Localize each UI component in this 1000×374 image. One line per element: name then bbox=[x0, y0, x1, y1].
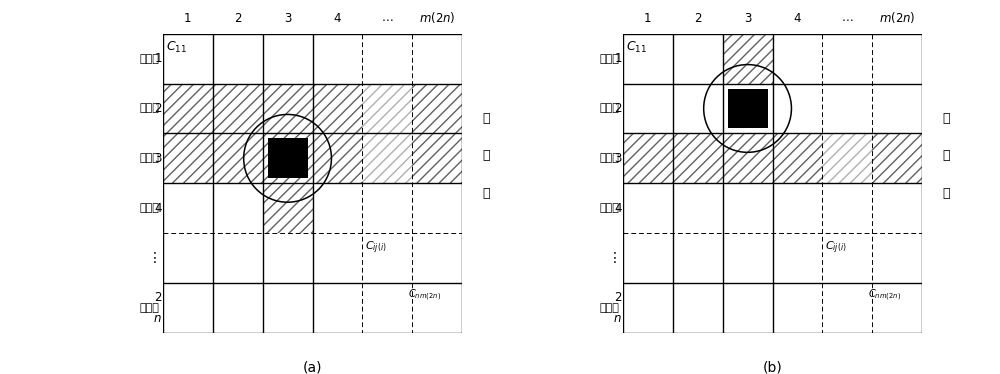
Text: $n$: $n$ bbox=[613, 312, 622, 325]
Text: (a): (a) bbox=[303, 360, 322, 374]
Text: 1: 1 bbox=[614, 52, 622, 65]
Text: 2: 2 bbox=[614, 102, 622, 115]
Text: 工位组: 工位组 bbox=[599, 104, 619, 113]
Text: 3: 3 bbox=[284, 12, 291, 25]
Text: 工位组: 工位组 bbox=[139, 303, 159, 313]
Bar bbox=[312, 134, 362, 183]
Text: 缓存组: 缓存组 bbox=[139, 53, 159, 64]
Text: 1: 1 bbox=[154, 52, 162, 65]
Bar bbox=[163, 134, 213, 183]
Text: 4: 4 bbox=[794, 12, 801, 25]
Text: $n$: $n$ bbox=[153, 312, 162, 325]
Bar bbox=[623, 134, 673, 183]
Bar bbox=[312, 83, 362, 134]
Text: (b): (b) bbox=[763, 360, 782, 374]
Bar bbox=[263, 83, 312, 134]
Text: ⋮: ⋮ bbox=[608, 251, 622, 265]
Bar bbox=[872, 134, 922, 183]
Text: $C_{nm(2n)}$: $C_{nm(2n)}$ bbox=[408, 288, 441, 303]
Text: 1: 1 bbox=[184, 12, 192, 25]
Bar bbox=[822, 134, 872, 183]
Text: 2: 2 bbox=[234, 12, 241, 25]
Bar bbox=[723, 134, 772, 183]
Text: 件: 件 bbox=[482, 149, 490, 162]
Text: 1: 1 bbox=[644, 12, 652, 25]
Text: 缓存组: 缓存组 bbox=[139, 153, 159, 163]
Bar bbox=[213, 134, 263, 183]
Text: 2: 2 bbox=[154, 102, 162, 115]
Text: 工: 工 bbox=[942, 112, 950, 125]
Text: ⋮: ⋮ bbox=[148, 251, 162, 265]
Text: 工位组: 工位组 bbox=[139, 203, 159, 213]
Bar bbox=[263, 183, 312, 233]
Bar bbox=[772, 134, 822, 183]
Text: 缓存组: 缓存组 bbox=[599, 53, 619, 64]
Text: $C_{11}$: $C_{11}$ bbox=[166, 40, 187, 55]
Bar bbox=[412, 83, 462, 134]
Text: $C_{11}$: $C_{11}$ bbox=[626, 40, 647, 55]
Bar bbox=[728, 89, 768, 128]
Text: 3: 3 bbox=[615, 152, 622, 165]
Text: 件: 件 bbox=[942, 149, 950, 162]
Text: 缓存组: 缓存组 bbox=[599, 153, 619, 163]
Bar bbox=[723, 34, 772, 83]
Text: 4: 4 bbox=[154, 202, 162, 215]
Text: $m(2n)$: $m(2n)$ bbox=[419, 10, 455, 25]
Text: $\cdots$: $\cdots$ bbox=[841, 12, 854, 25]
Bar bbox=[268, 138, 308, 178]
Text: 3: 3 bbox=[155, 152, 162, 165]
Text: 工: 工 bbox=[482, 112, 490, 125]
Text: 4: 4 bbox=[614, 202, 622, 215]
Bar bbox=[163, 83, 213, 134]
Text: 工位组: 工位组 bbox=[599, 203, 619, 213]
Text: 3: 3 bbox=[744, 12, 751, 25]
Bar bbox=[362, 83, 412, 134]
Text: 2: 2 bbox=[614, 291, 622, 304]
Text: $C_{nm(2n)}$: $C_{nm(2n)}$ bbox=[868, 288, 901, 303]
Bar bbox=[673, 134, 723, 183]
Bar bbox=[263, 134, 312, 183]
Text: 工位组: 工位组 bbox=[599, 303, 619, 313]
Text: 2: 2 bbox=[694, 12, 701, 25]
Text: $m(2n)$: $m(2n)$ bbox=[879, 10, 915, 25]
Text: $\cdots$: $\cdots$ bbox=[381, 12, 394, 25]
Text: $C_{ij(i)}$: $C_{ij(i)}$ bbox=[365, 239, 387, 255]
Bar bbox=[362, 134, 412, 183]
Bar bbox=[412, 134, 462, 183]
Text: 流: 流 bbox=[942, 187, 950, 200]
Text: 4: 4 bbox=[334, 12, 341, 25]
Text: 流: 流 bbox=[482, 187, 490, 200]
Text: 工位组: 工位组 bbox=[139, 104, 159, 113]
Text: $C_{ij(i)}$: $C_{ij(i)}$ bbox=[825, 239, 847, 255]
Bar bbox=[213, 83, 263, 134]
Text: 2: 2 bbox=[154, 291, 162, 304]
